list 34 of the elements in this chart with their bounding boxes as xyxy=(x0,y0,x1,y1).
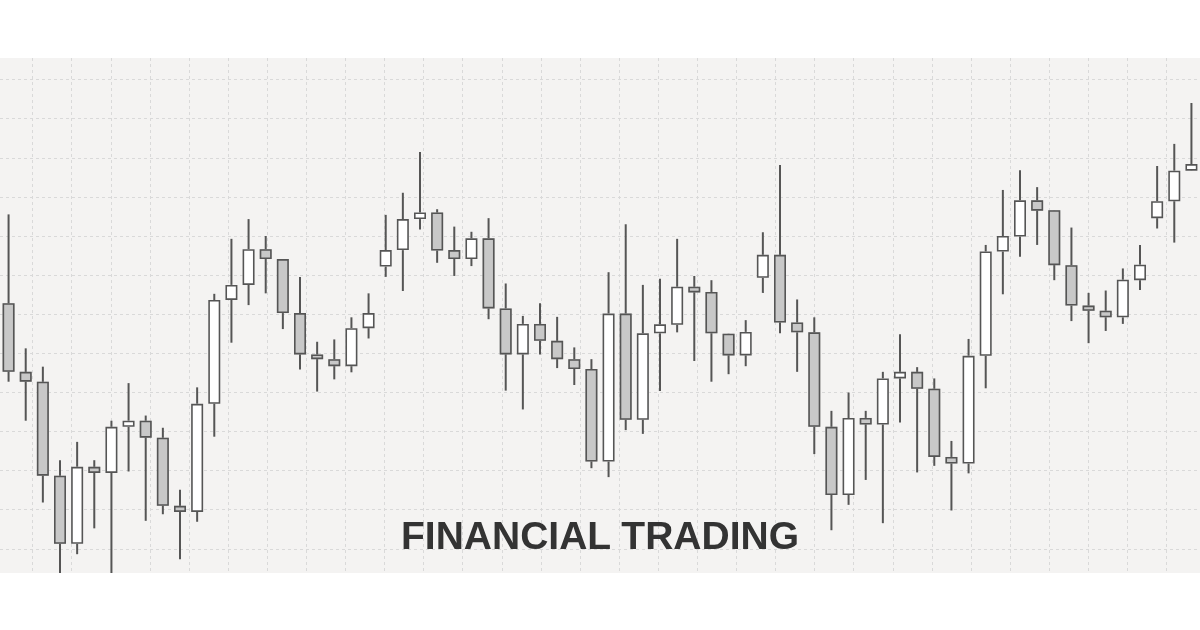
candlestick xyxy=(19,347,32,422)
candlestick xyxy=(739,319,752,368)
candlestick xyxy=(911,366,924,474)
candlestick xyxy=(756,231,769,294)
candlestick xyxy=(1151,164,1164,230)
candlestick xyxy=(791,298,804,373)
candlestick xyxy=(379,213,392,278)
candlestick xyxy=(122,382,135,473)
candlestick xyxy=(1099,289,1112,332)
candlestick xyxy=(448,225,461,277)
candlestick xyxy=(534,302,546,356)
candlestick xyxy=(996,188,1009,296)
candlestick xyxy=(859,409,872,481)
text: FINANCIAL TRADING xyxy=(401,514,799,557)
candlestick xyxy=(1134,243,1146,292)
candlestick xyxy=(88,459,101,530)
candlestick xyxy=(654,277,666,393)
candlestick xyxy=(465,230,478,268)
candlestick xyxy=(1031,186,1044,246)
candlestick xyxy=(945,439,958,512)
candlestick xyxy=(328,338,341,381)
candlestick xyxy=(688,274,701,363)
candlestick xyxy=(311,340,324,393)
candlestick xyxy=(174,488,186,561)
candlestick xyxy=(139,414,152,522)
candlestick xyxy=(414,150,426,231)
candlestick xyxy=(1185,102,1198,172)
candlestick xyxy=(362,292,375,340)
candlestick xyxy=(259,235,272,295)
candlestick xyxy=(894,333,906,424)
candlestick xyxy=(551,315,564,370)
candlestick xyxy=(722,332,735,376)
candlestick xyxy=(1082,291,1095,345)
candlestick xyxy=(225,237,238,344)
